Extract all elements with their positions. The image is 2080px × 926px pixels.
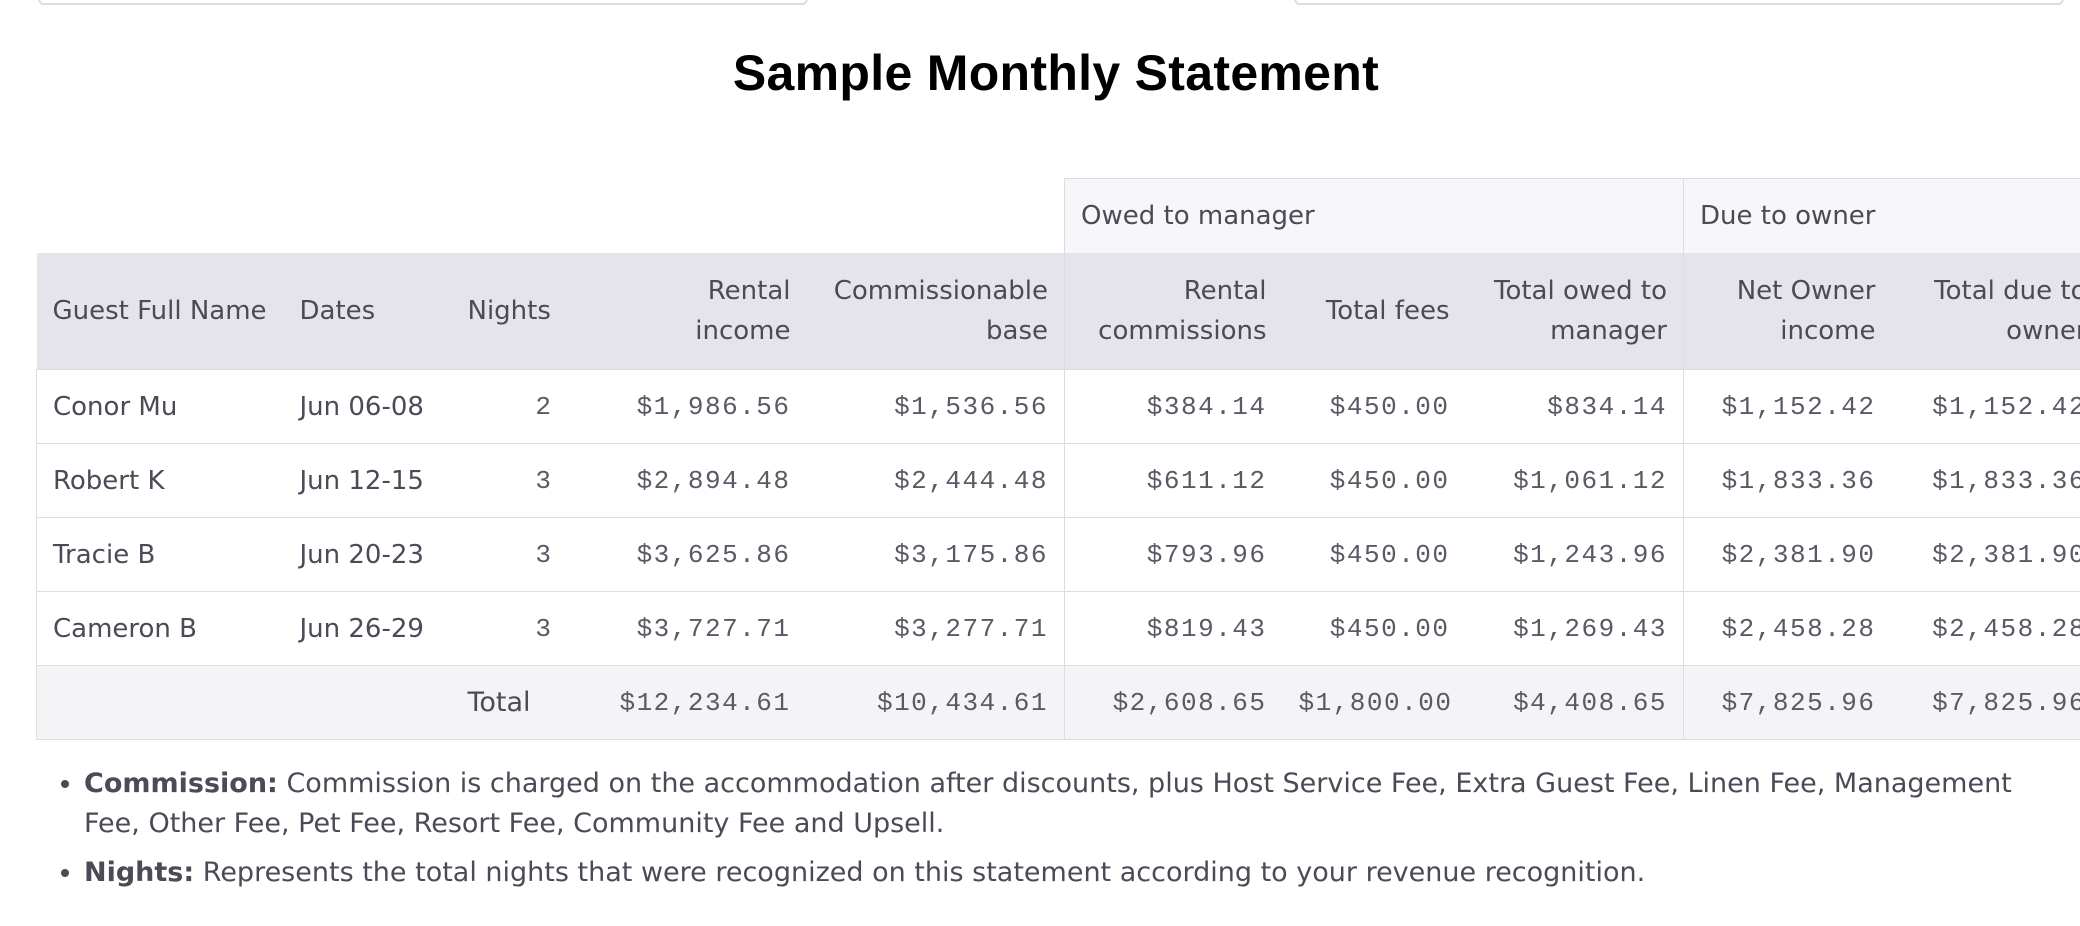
- rental-commissions-cell: $384.14: [1064, 369, 1283, 444]
- note-term: Commission:: [84, 768, 278, 799]
- total-owed-cell: $1,243.96: [1465, 517, 1684, 592]
- commissionable-base-cell: $1,536.56: [806, 369, 1065, 444]
- table-row: Tracie B Jun 20-23 3 $3,625.86 $3,175.86…: [36, 517, 2080, 592]
- total-total-fees: $1,800.00: [1282, 665, 1466, 740]
- table-row: Conor Mu Jun 06-08 2 $1,986.56 $1,536.56…: [36, 369, 2080, 444]
- guest-name: Cameron B: [36, 591, 284, 666]
- total-due-cell: $1,833.36: [1891, 443, 2080, 518]
- statement-table: Owed to manager Due to owner Guest Full …: [36, 178, 2080, 740]
- col-total-owed-to-manager: Total owed to manager: [1493, 275, 1668, 346]
- col-rental-income: Rental income: [695, 275, 791, 346]
- net-owner-income-cell: $2,458.28: [1683, 591, 1892, 666]
- commissionable-base-cell: $3,175.86: [806, 517, 1065, 592]
- total-due-cell: $2,458.28: [1891, 591, 2080, 666]
- top-left-panel: [38, 0, 808, 5]
- table-row: Robert K Jun 12-15 3 $2,894.48 $2,444.48…: [36, 443, 2080, 518]
- nights-cell: 3: [451, 443, 569, 518]
- total-rental-income: $12,234.61: [568, 665, 807, 740]
- net-owner-income-cell: $2,381.90: [1683, 517, 1892, 592]
- total-owed-cell: $1,269.43: [1465, 591, 1684, 666]
- note-commission: Commission: Commission is charged on the…: [84, 764, 2074, 844]
- group-owed-to-manager: Owed to manager: [1063, 178, 1685, 253]
- table-row: Cameron B Jun 26-29 3 $3,727.71 $3,277.7…: [36, 591, 2080, 666]
- total-owed-cell: $1,061.12: [1465, 443, 1684, 518]
- commissionable-base-cell: $3,277.71: [806, 591, 1065, 666]
- total-due-cell: $2,381.90: [1891, 517, 2080, 592]
- col-nights: Nights: [467, 295, 551, 326]
- col-total-due-to-owner: Total due to owner: [1934, 275, 2080, 346]
- rental-commissions-cell: $793.96: [1064, 517, 1283, 592]
- net-owner-income-cell: $1,833.36: [1683, 443, 1892, 518]
- nights-cell: 3: [451, 517, 569, 592]
- commissionable-base-cell: $2,444.48: [806, 443, 1065, 518]
- group-header-row: Owed to manager Due to owner: [37, 178, 2080, 253]
- col-guest-full-name: Guest Full Name: [52, 295, 267, 326]
- total-owed-cell: $834.14: [1465, 369, 1684, 444]
- rental-commissions-cell: $611.12: [1064, 443, 1283, 518]
- rental-commissions-cell: $819.43: [1064, 591, 1283, 666]
- top-right-panel: [1294, 0, 2064, 5]
- total-spacer: [36, 665, 284, 740]
- total-commissionable-base: $10,434.61: [806, 665, 1065, 740]
- note-text: Commission is charged on the accommodati…: [84, 768, 2012, 839]
- total-due-cell: $1,152.42: [1891, 369, 2080, 444]
- col-dates: Dates: [299, 295, 376, 326]
- nights-cell: 2: [451, 369, 569, 444]
- total-total-owed: $4,408.65: [1465, 665, 1684, 740]
- net-owner-income-cell: $1,152.42: [1683, 369, 1892, 444]
- total-label: Total: [451, 665, 569, 740]
- dates-cell: Jun 20-23: [283, 517, 452, 592]
- group-due-to-owner: Due to owner: [1683, 178, 2080, 253]
- rental-income-cell: $2,894.48: [568, 443, 807, 518]
- guest-name: Conor Mu: [36, 369, 284, 444]
- dates-cell: Jun 12-15: [283, 443, 452, 518]
- col-rental-commissions: Rental commissions: [1064, 252, 1283, 370]
- total-fees-cell: $450.00: [1282, 369, 1466, 444]
- total-total-due: $7,825.96: [1891, 665, 2080, 740]
- total-fees-cell: $450.00: [1282, 591, 1466, 666]
- notes-list: Commission: Commission is charged on the…: [52, 764, 2074, 902]
- col-commissionable-base: Commissionable base: [833, 275, 1048, 346]
- total-fees-cell: $450.00: [1282, 517, 1466, 592]
- note-text: Represents the total nights that were re…: [194, 857, 1646, 888]
- column-header-row: Guest Full Name Dates Nights Rental incom…: [36, 252, 2080, 370]
- group-header-spacer: [37, 179, 1065, 253]
- col-total-fees: Total fees: [1325, 295, 1450, 326]
- col-net-owner-income: Net Owner income: [1683, 252, 1892, 370]
- guest-name: Tracie B: [36, 517, 284, 592]
- nights-cell: 3: [451, 591, 569, 666]
- rental-income-cell: $3,625.86: [568, 517, 807, 592]
- rental-income-cell: $1,986.56: [568, 369, 807, 444]
- note-term: Nights:: [84, 857, 195, 888]
- total-row: Total $12,234.61 $10,434.61 $2,608.65 $1…: [36, 665, 2080, 740]
- dates-cell: Jun 06-08: [283, 369, 452, 444]
- dates-cell: Jun 26-29: [283, 591, 452, 666]
- total-net-owner-income: $7,825.96: [1683, 665, 1892, 740]
- page-title: Sample Monthly Statement: [732, 45, 1380, 101]
- note-nights: Nights: Represents the total nights that…: [84, 853, 2074, 893]
- guest-name: Robert K: [36, 443, 284, 518]
- total-spacer: [283, 665, 452, 740]
- total-rental-commissions: $2,608.65: [1064, 665, 1283, 740]
- total-fees-cell: $450.00: [1282, 443, 1466, 518]
- rental-income-cell: $3,727.71: [568, 591, 807, 666]
